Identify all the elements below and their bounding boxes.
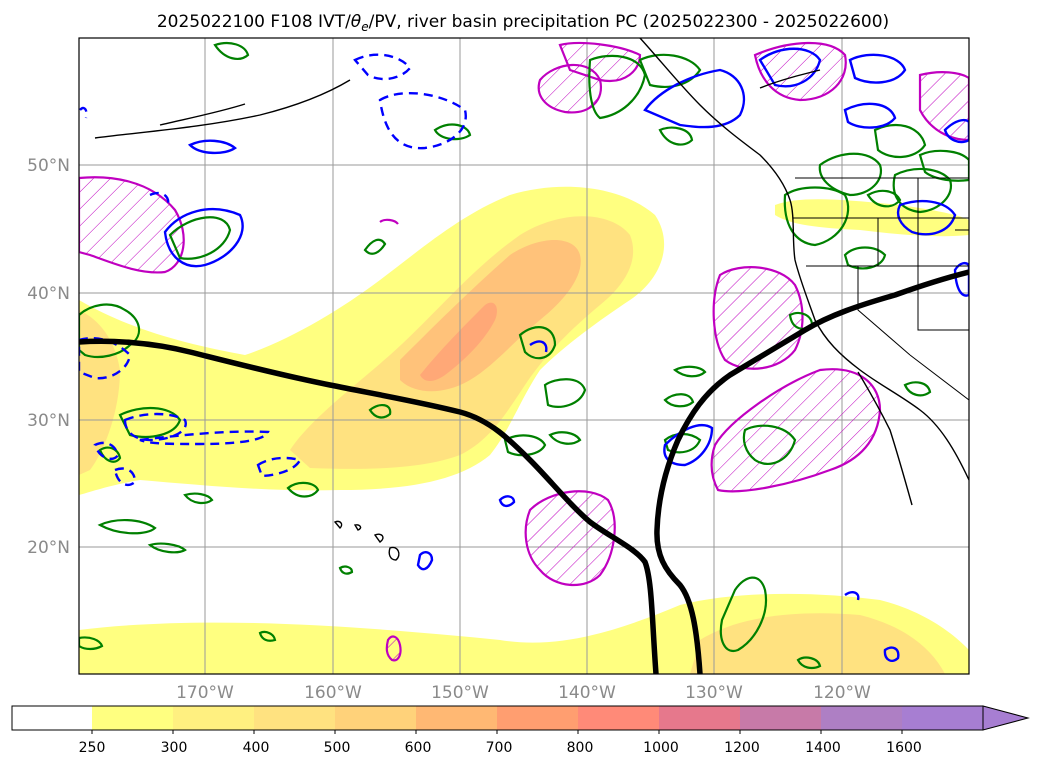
lon-label: 150°W	[431, 683, 489, 703]
lon-label: 160°W	[304, 683, 362, 703]
colorbar-segment	[335, 706, 416, 730]
pc-region	[918, 71, 969, 142]
lon-label: 140°W	[558, 683, 616, 703]
ivt-southern-band-mid	[690, 613, 945, 674]
lat-label: 40°N	[27, 284, 70, 304]
pv-contours	[79, 269, 969, 674]
colorbar-tick-label: 250	[79, 740, 106, 756]
colorbar-segment	[821, 706, 902, 730]
colorbar-tick-label: 800	[567, 740, 594, 756]
colorbar-segment	[173, 706, 254, 730]
colorbar-tick-label: 1400	[805, 740, 841, 756]
ivt-plume-peak	[420, 302, 497, 382]
colorbar-tick-label: 300	[161, 740, 188, 756]
colorbar-segment	[659, 706, 740, 730]
lon-label: 170°W	[176, 683, 234, 703]
lon-label: 120°W	[813, 683, 871, 703]
colorbar-segment	[254, 706, 335, 730]
lat-label: 20°N	[27, 538, 70, 558]
colorbar-segment	[497, 706, 578, 730]
colorbar-segment	[92, 706, 173, 730]
colorbar-tick-label: 1200	[724, 740, 760, 756]
pc-region	[710, 368, 882, 493]
ivt-west-edge	[79, 310, 120, 475]
pv-contour-west	[79, 338, 659, 674]
coastline	[94, 38, 969, 506]
pc-hatched-regions	[79, 41, 969, 662]
colorbar-labels: 250 300 400 500 600 700 800 1000 1200 14…	[79, 740, 922, 756]
pc-region	[558, 41, 642, 83]
colorbar-segment	[902, 706, 983, 730]
colorbar-segment	[12, 706, 92, 730]
colorbar-tick-label: 600	[405, 740, 432, 756]
pc-region	[712, 266, 804, 370]
pc-region	[79, 176, 185, 274]
colorbar-tick-label: 500	[324, 740, 351, 756]
colorbar-tick-label: 1000	[643, 740, 679, 756]
colorbar-tick-label: 700	[486, 740, 513, 756]
state-borders	[793, 177, 969, 401]
lon-label: 130°W	[685, 683, 743, 703]
colorbar	[11, 705, 1030, 734]
colorbar-segment	[740, 706, 821, 730]
colorbar-tick-label: 400	[243, 740, 270, 756]
lon-labels: 170°W 160°W 150°W 140°W 130°W 120°W	[176, 683, 871, 703]
pc-region	[524, 490, 616, 587]
hawaii-islands	[333, 520, 400, 561]
colorbar-tick-label: 1600	[886, 740, 922, 756]
precip-green-contours	[79, 41, 969, 670]
colorbar-extend-arrow	[982, 705, 1030, 731]
pc-region	[385, 635, 402, 662]
lat-labels: 50°N 40°N 30°N 20°N	[27, 156, 70, 558]
theta-blue-dashed-contours	[79, 53, 467, 486]
lat-label: 30°N	[27, 411, 70, 431]
pc-region	[379, 218, 399, 225]
colorbar-segment	[578, 706, 659, 730]
pv-contour-east	[654, 269, 969, 674]
map-frame	[78, 37, 970, 675]
map-title: 2025022100 F108 IVT/θe/PV, river basin p…	[157, 12, 889, 34]
lat-label: 50°N	[27, 156, 70, 176]
colorbar-segment	[416, 706, 497, 730]
map-area	[79, 38, 969, 674]
